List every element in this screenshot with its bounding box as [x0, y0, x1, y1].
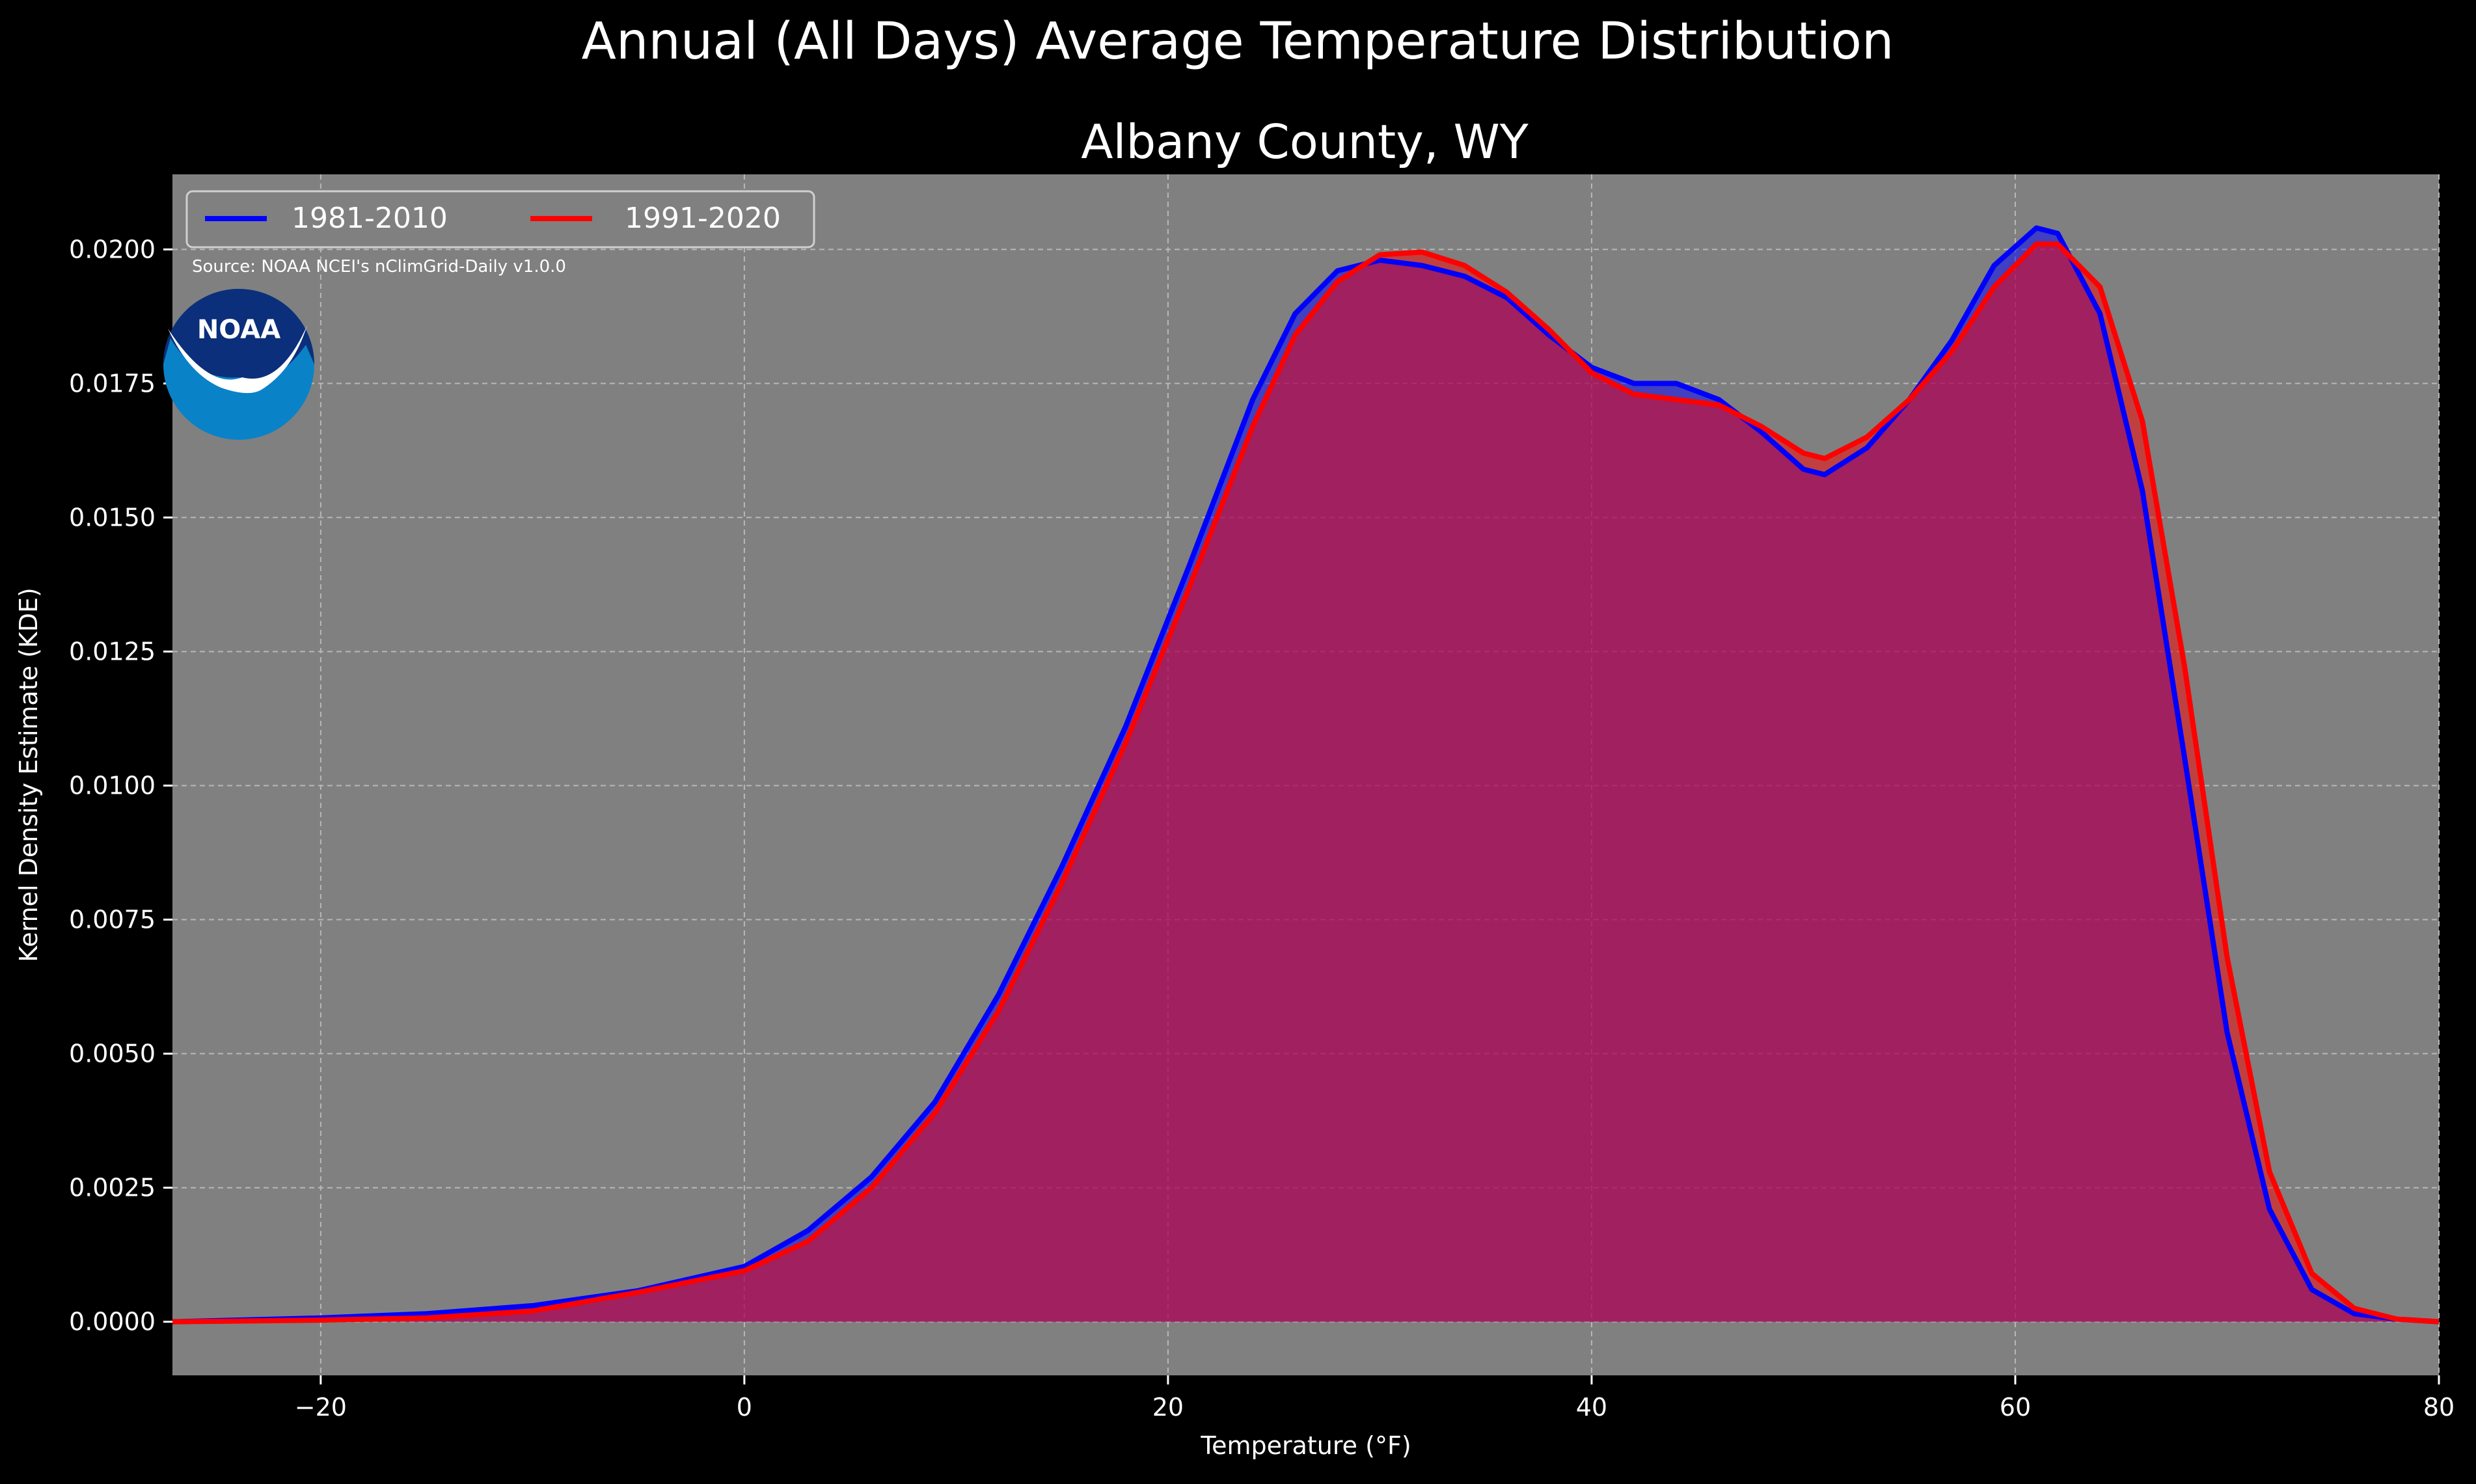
x-tick-label-3: 40 — [1576, 1393, 1607, 1422]
x-tick-label-4: 60 — [2000, 1393, 2031, 1422]
noaa-logo-text: NOAA — [197, 315, 280, 345]
legend-label-1991-2020: 1991-2020 — [625, 202, 781, 235]
x-tick-label-0: −20 — [295, 1393, 347, 1422]
y-axis-label: Kernel Density Estimate (KDE) — [14, 587, 43, 962]
series-area-1991-2020 — [172, 244, 2439, 1322]
y-tick-label-2: 0.0050 — [69, 1040, 156, 1068]
noaa-logo-sky — [163, 289, 314, 381]
y-tick-label-5: 0.0125 — [69, 637, 156, 666]
series-line-1991-2020 — [172, 241, 2440, 1325]
x-tick-label-2: 20 — [1152, 1393, 1184, 1422]
y-tick-label-4: 0.0100 — [69, 771, 156, 800]
noaa-logo-gull-icon — [168, 325, 307, 394]
y-tick-label-6: 0.0150 — [69, 503, 156, 532]
chart-subtitle: Albany County, WY — [1081, 115, 1529, 169]
legend-frame — [185, 190, 815, 249]
y-tick-label-8: 0.0200 — [69, 235, 156, 263]
y-tick-label-0: 0.0000 — [69, 1308, 156, 1336]
x-tick-label-1: 0 — [737, 1393, 752, 1422]
series-line-1981-2010 — [172, 225, 2440, 1325]
chart-title: Annual (All Days) Average Temperature Di… — [582, 12, 1894, 71]
x-axis-label: Temperature (°F) — [1200, 1431, 1411, 1460]
legend: 1981-2010 1991-2020 — [185, 190, 815, 249]
source-annotation: Source: NOAA NCEI's nClimGrid-Daily v1.0… — [192, 257, 566, 277]
x-tick-label-5: 80 — [2423, 1393, 2455, 1422]
series-layer — [172, 225, 2440, 1325]
y-tick-label-1: 0.0025 — [69, 1174, 156, 1202]
legend-label-1981-2010: 1981-2010 — [292, 202, 448, 235]
axes: −20 0 20 40 60 80 0.0000 0.0025 0.0050 0.0075 0.01… — [69, 235, 2455, 1422]
y-tick-label-7: 0.0175 — [69, 369, 156, 398]
y-tick-label-3: 0.0075 — [69, 906, 156, 934]
noaa-logo: NOAA — [163, 289, 314, 440]
